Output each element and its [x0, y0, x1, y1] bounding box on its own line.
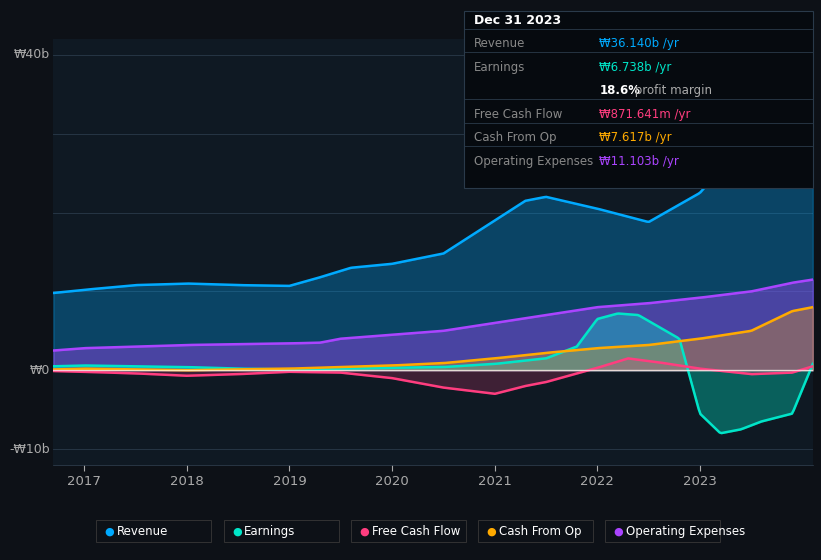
Text: ₩40b: ₩40b [13, 49, 49, 62]
Text: Revenue: Revenue [474, 37, 525, 50]
Text: ●: ● [613, 526, 623, 536]
Text: ₩0: ₩0 [30, 364, 49, 377]
Text: ₩7.617b /yr: ₩7.617b /yr [599, 131, 672, 144]
Text: ₩36.140b /yr: ₩36.140b /yr [599, 37, 679, 50]
Text: ₩11.103b /yr: ₩11.103b /yr [599, 155, 679, 167]
Text: ●: ● [104, 526, 114, 536]
Text: Dec 31 2023: Dec 31 2023 [474, 13, 561, 26]
Text: ●: ● [360, 526, 369, 536]
Text: 18.6%: 18.6% [599, 84, 640, 97]
Text: Free Cash Flow: Free Cash Flow [372, 525, 460, 538]
Text: ●: ● [486, 526, 496, 536]
Text: -₩10b: -₩10b [9, 442, 49, 455]
Text: Cash From Op: Cash From Op [474, 131, 556, 144]
Text: ₩6.738b /yr: ₩6.738b /yr [599, 60, 672, 73]
Text: Free Cash Flow: Free Cash Flow [474, 108, 562, 120]
Text: Operating Expenses: Operating Expenses [626, 525, 745, 538]
Text: Earnings: Earnings [474, 60, 525, 73]
Text: Revenue: Revenue [117, 525, 168, 538]
Text: ₩871.641m /yr: ₩871.641m /yr [599, 108, 690, 120]
Text: Cash From Op: Cash From Op [498, 525, 581, 538]
Text: Operating Expenses: Operating Expenses [474, 155, 593, 167]
Text: profit margin: profit margin [631, 84, 712, 97]
Text: Earnings: Earnings [245, 525, 296, 538]
Text: ●: ● [232, 526, 241, 536]
